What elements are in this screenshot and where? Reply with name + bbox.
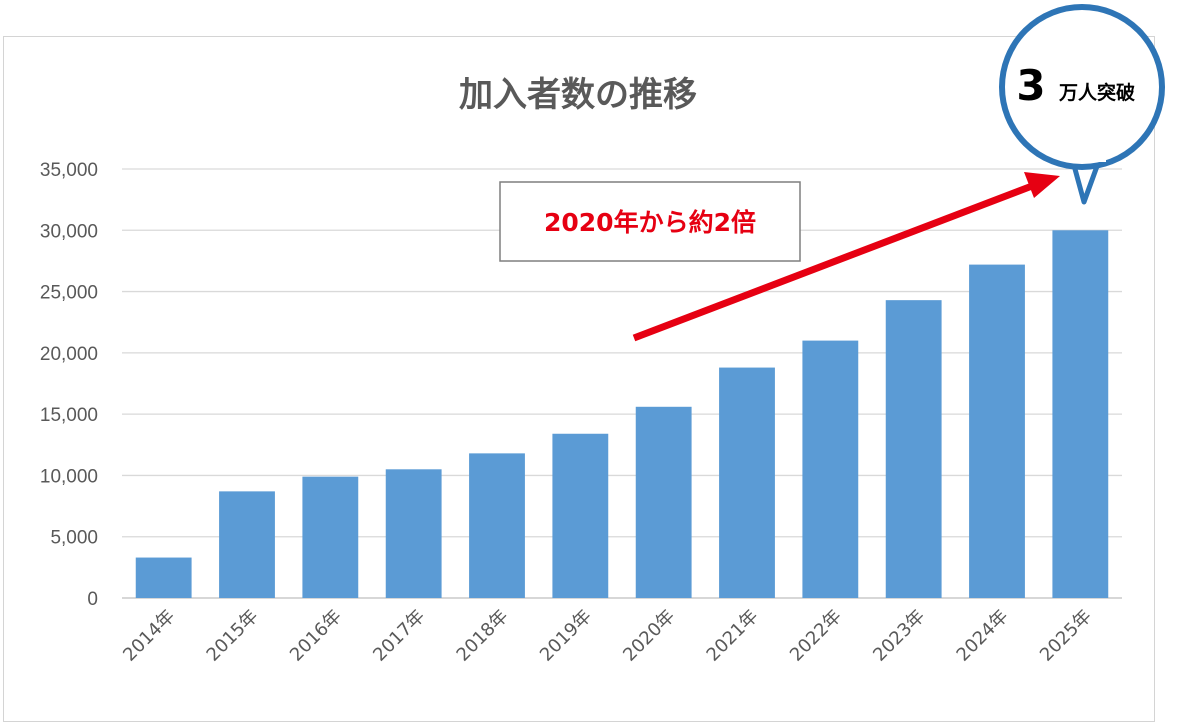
x-tick-label: 2025年 (1036, 606, 1096, 666)
milestone-bubble-circle (999, 4, 1165, 170)
y-axis-ticks: 0 5,000 10,000 15,000 20,000 25,000 30,000 35,0… (40, 160, 98, 610)
x-tick-label: 2020年 (619, 606, 679, 666)
y-tick-label: 0 (87, 589, 98, 610)
growth-arrow (632, 172, 1060, 342)
growth-arrow-shaft (632, 182, 1034, 342)
bars (135, 230, 1109, 599)
x-tick-label: 2015年 (203, 606, 263, 666)
y-tick-label: 35,000 (40, 160, 98, 181)
x-tick-label: 2021年 (703, 606, 763, 666)
x-tick-label: 2022年 (786, 606, 846, 666)
milestone-bubble: 3 万人突破 (999, 4, 1165, 205)
x-tick-label: 2017年 (369, 606, 429, 666)
y-tick-label: 20,000 (40, 344, 98, 365)
y-tick-label: 30,000 (40, 221, 98, 242)
x-tick-label: 2019年 (536, 606, 596, 666)
milestone-text: 万人突破 (1058, 81, 1135, 104)
x-tick-label: 2023年 (869, 606, 929, 666)
bar-2023年 (885, 300, 942, 598)
bar-2021年 (719, 367, 775, 598)
gridlines (122, 168, 1122, 599)
bar-2014年 (135, 557, 192, 598)
milestone-bubble-joint (1066, 152, 1106, 162)
x-tick-label: 2016年 (286, 606, 346, 666)
y-tick-label: 15,000 (40, 405, 98, 426)
growth-note: 2020年から約2倍 (499, 181, 801, 262)
bar-2018年 (469, 453, 525, 598)
x-tick-label: 2014年 (119, 606, 179, 666)
y-tick-label: 10,000 (40, 466, 98, 487)
bar-2025年 (1052, 230, 1109, 599)
bar-2024年 (969, 264, 1025, 598)
x-axis-ticks: 2014年 2015年 2016年 2017年 2018年 2019年 2020年 2021年… (119, 606, 1096, 666)
chart-title: 加入者数の推移 (459, 75, 697, 115)
x-tick-label: 2018年 (453, 606, 513, 666)
chart-frame (3, 36, 1155, 722)
y-tick-label: 25,000 (40, 283, 98, 304)
growth-arrow-head (1024, 172, 1060, 198)
milestone-number: 3 (1016, 61, 1045, 110)
bar-2015年 (219, 491, 275, 598)
x-tick-label: 2024年 (953, 606, 1013, 666)
bar-2019年 (552, 433, 609, 598)
bar-2022年 (802, 340, 859, 598)
growth-note-box (499, 181, 801, 262)
bar-2016年 (302, 476, 359, 598)
y-tick-label: 5,000 (50, 528, 98, 549)
growth-note-text: 2020年から約2倍 (544, 208, 756, 237)
bar-2017年 (385, 469, 442, 598)
bar-2020年 (635, 406, 692, 598)
